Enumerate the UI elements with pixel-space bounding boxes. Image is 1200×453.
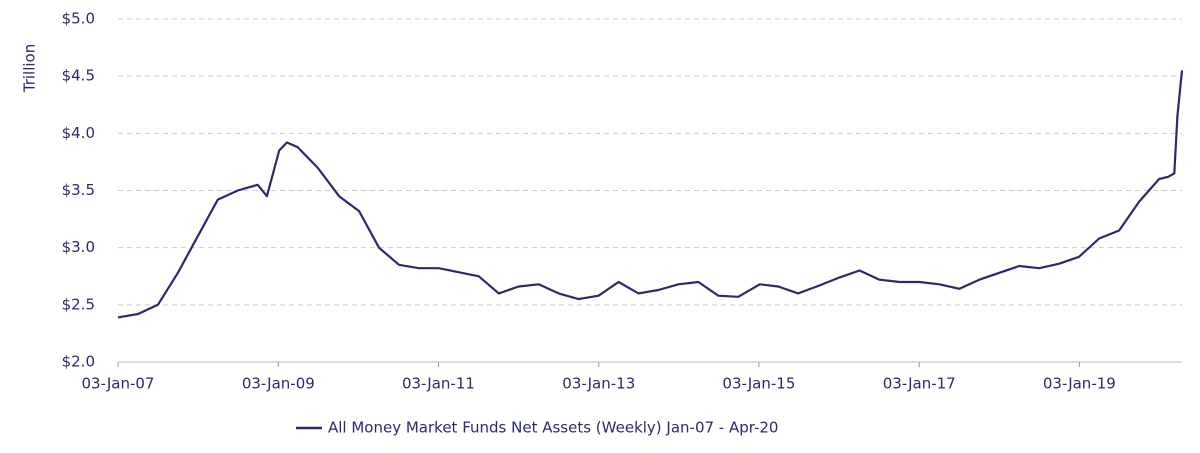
x-tick-label: 03-Jan-13 [562, 375, 635, 393]
y-tick-label: $2.5 [62, 295, 95, 313]
x-tick-label: 03-Jan-17 [883, 375, 956, 393]
y-tick-label: $5.0 [62, 10, 95, 28]
y-tick-label: $2.0 [62, 353, 95, 371]
x-tick-label: 03-Jan-19 [1043, 375, 1116, 393]
line [117, 70, 1184, 319]
x-tick-label: 03-Jan-11 [402, 375, 475, 393]
y-tick-label: $4.5 [62, 67, 95, 85]
x-tick-label: 03-Jan-07 [82, 375, 155, 393]
x-tick-label: 03-Jan-15 [722, 375, 795, 393]
y-tick-label: $4.0 [62, 124, 95, 142]
y-tick-label: $3.0 [62, 238, 95, 256]
y-axis-label: Trillion [21, 44, 39, 93]
y-tick-label: $3.5 [62, 181, 95, 199]
x-tick-label: 03-Jan-09 [242, 375, 315, 393]
legend-label: All Money Market Funds Net Assets (Weekl… [328, 419, 778, 437]
